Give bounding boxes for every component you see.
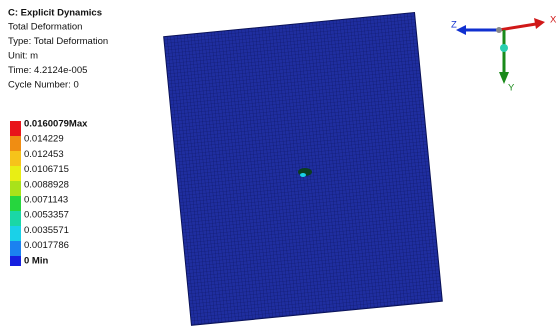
header-line: Type: Total Deformation <box>8 36 108 47</box>
axis-label: Z <box>451 20 457 31</box>
header-line: Cycle Number: 0 <box>8 80 79 91</box>
legend-colorbar <box>10 121 21 266</box>
legend-label: 0.012453 <box>24 149 64 160</box>
legend-label: 0.0071143 <box>24 195 68 206</box>
legend-label: 0.0088928 <box>24 179 69 190</box>
legend-label: 0.0160079Max <box>24 119 88 130</box>
axis-label: Y <box>508 83 515 94</box>
header-line: Total Deformation <box>8 22 82 33</box>
legend-label: 0.0035571 <box>24 225 69 236</box>
legend-label: 0.014229 <box>24 134 64 145</box>
legend-label: 0.0106715 <box>24 164 69 175</box>
legend-label: 0 Min <box>24 255 48 266</box>
analysis-title: C: Explicit Dynamics <box>8 8 102 19</box>
axis-triad: Z X Y <box>451 15 557 94</box>
axis-label: X <box>550 15 557 26</box>
legend-label: 0.0017786 <box>24 240 69 251</box>
header-line: Time: 4.2124e-005 <box>8 65 87 76</box>
viewport: C: Explicit Dynamics Total Deformation Ty… <box>0 0 560 329</box>
header-line: Unit: m <box>8 51 38 62</box>
legend-label: 0.0053357 <box>24 210 69 221</box>
